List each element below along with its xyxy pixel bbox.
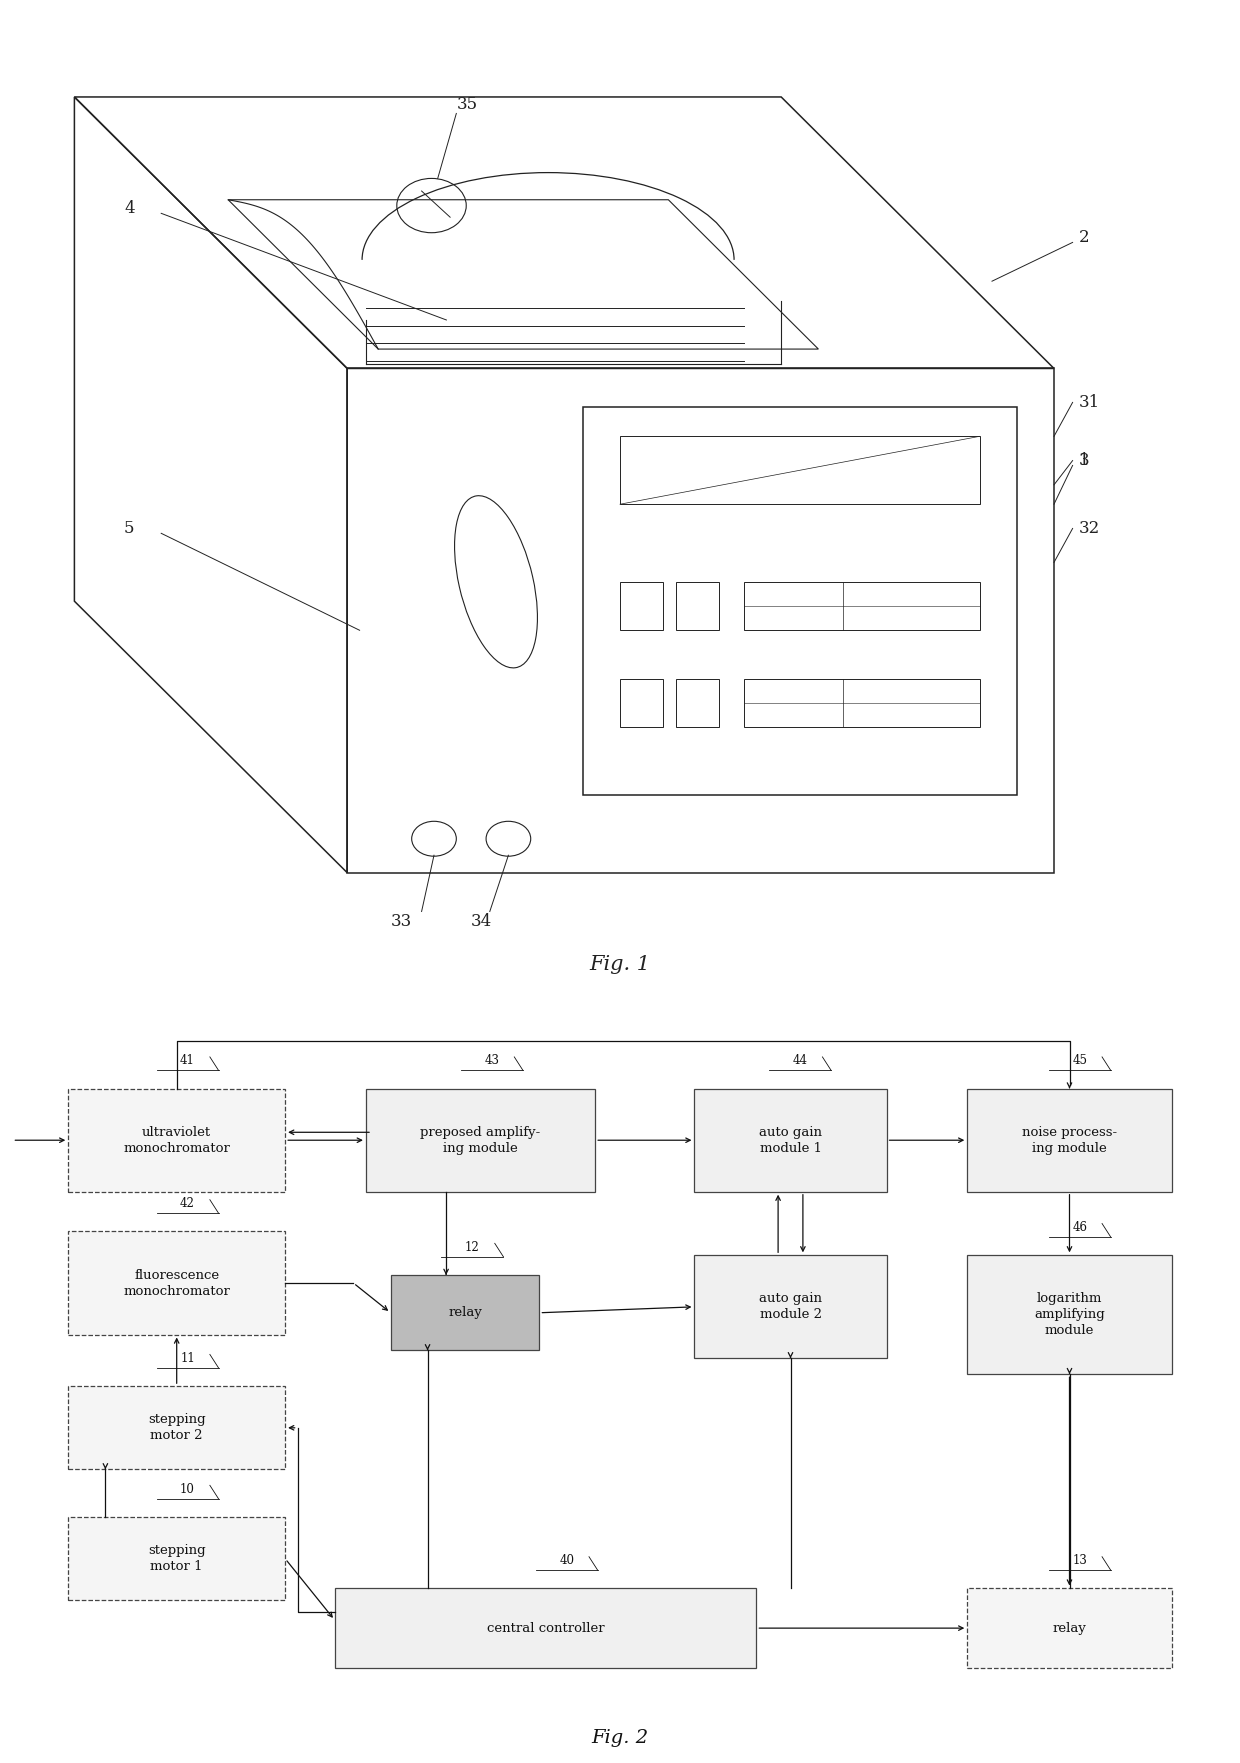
Text: 3: 3 [1079,453,1090,469]
Text: stepping
motor 2: stepping motor 2 [148,1414,206,1442]
Text: ultraviolet
monochromator: ultraviolet monochromator [123,1127,231,1155]
Text: 35: 35 [456,95,477,113]
Text: 31: 31 [1079,395,1100,411]
Bar [676,679,719,726]
Text: 1: 1 [1079,453,1090,469]
Text: auto gain
module 1: auto gain module 1 [759,1127,822,1155]
Text: 42: 42 [180,1197,195,1209]
Bar [68,1386,285,1469]
Bar [694,1088,887,1192]
Bar [676,582,719,629]
Bar [68,1231,285,1335]
Text: Fig. 2: Fig. 2 [591,1730,649,1747]
Text: 33: 33 [391,913,412,931]
Text: preposed amplify-
ing module: preposed amplify- ing module [420,1127,541,1155]
Bar [620,435,980,504]
Text: Fig. 1: Fig. 1 [589,954,651,973]
Bar [967,1088,1172,1192]
Text: 44: 44 [792,1054,807,1067]
Text: central controller: central controller [487,1622,604,1634]
Bar [620,679,663,726]
Bar [391,1275,539,1350]
Text: noise process-
ing module: noise process- ing module [1022,1127,1117,1155]
Text: auto gain
module 2: auto gain module 2 [759,1292,822,1320]
Bar [583,407,1017,795]
Text: 10: 10 [180,1483,195,1495]
Bar [620,582,663,629]
Text: stepping
motor 1: stepping motor 1 [148,1544,206,1573]
Text: 5: 5 [124,520,134,538]
Text: 12: 12 [465,1241,480,1253]
Bar [68,1516,285,1601]
Text: 11: 11 [180,1352,195,1365]
Text: relay: relay [1053,1622,1086,1634]
Bar [744,582,980,629]
Text: 46: 46 [1073,1220,1087,1234]
Bar [366,1088,595,1192]
Text: relay: relay [448,1306,482,1319]
Text: fluorescence
monochromator: fluorescence monochromator [123,1269,231,1298]
Text: 34: 34 [471,913,492,931]
Text: 41: 41 [180,1054,195,1067]
Bar [694,1255,887,1358]
Text: 40: 40 [559,1553,574,1567]
Text: 32: 32 [1079,520,1100,538]
Bar [744,679,980,726]
Bar [68,1088,285,1192]
Bar [967,1255,1172,1375]
Text: 4: 4 [124,201,135,217]
Text: 13: 13 [1073,1553,1087,1567]
Text: 43: 43 [485,1054,500,1067]
Bar [967,1588,1172,1668]
Text: logarithm
amplifying
module: logarithm amplifying module [1034,1292,1105,1338]
Text: 45: 45 [1073,1054,1087,1067]
Text: 2: 2 [1079,229,1090,247]
Bar [335,1588,756,1668]
